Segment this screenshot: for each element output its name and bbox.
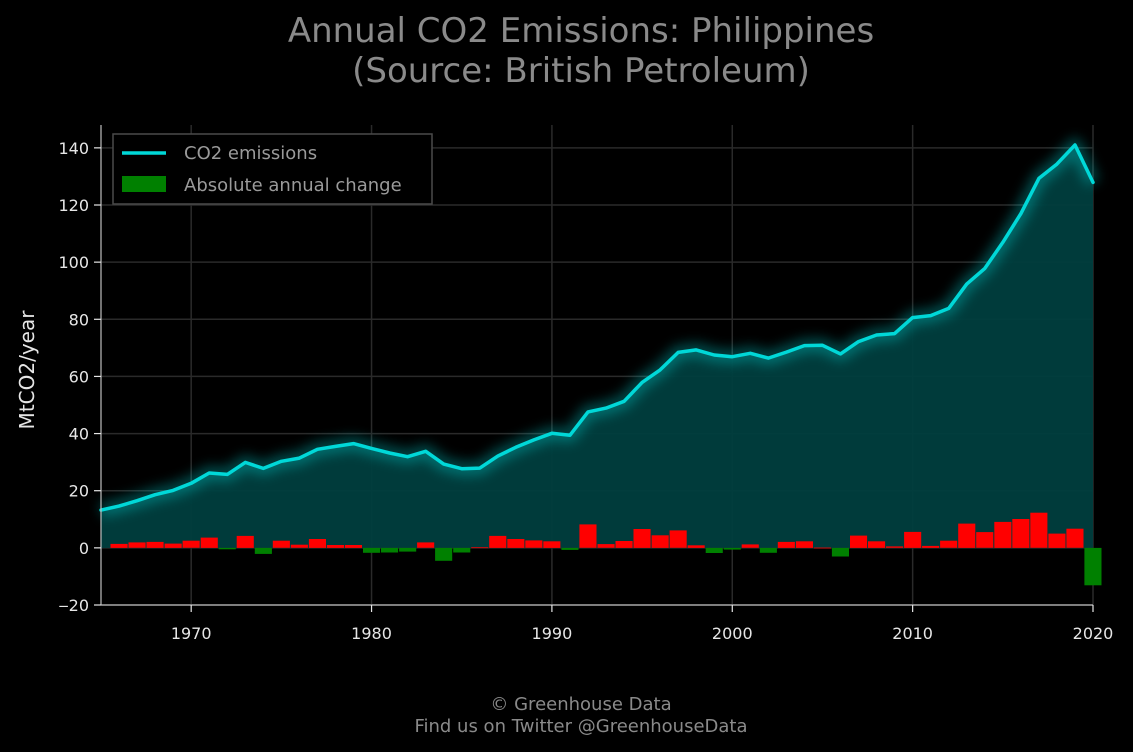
x-tick-label-2010: 2010 (892, 624, 933, 643)
change-bar-1970 (182, 540, 200, 548)
change-bar-1978 (326, 545, 344, 548)
emissions-line-group (99, 138, 1100, 517)
change-bar-2019 (1066, 528, 1084, 548)
change-bar-2007 (850, 535, 868, 548)
change-bar-2006 (831, 547, 849, 557)
y-axis-label: MtCO2/year (15, 310, 39, 430)
change-bar-1999 (705, 547, 723, 553)
chart-title: Annual CO2 Emissions: Philippines (288, 11, 874, 51)
change-bar-1996 (651, 535, 669, 548)
change-bar-2011 (922, 545, 940, 548)
legend-label-change: Absolute annual change (184, 175, 402, 196)
y-tick-label-140: 140 (58, 139, 89, 158)
change-bar-1994 (615, 541, 633, 548)
y-tick-label-20: 20 (69, 482, 89, 501)
y-tick-label-40: 40 (69, 425, 89, 444)
change-bar-1979 (344, 545, 362, 548)
change-bar-1995 (633, 529, 651, 548)
change-bar-2002 (759, 547, 777, 553)
change-bar-1988 (507, 539, 525, 548)
change-bar-1971 (200, 537, 218, 548)
change-bar-2000 (723, 547, 741, 550)
change-bar-1989 (525, 540, 543, 548)
change-bar-1969 (164, 543, 182, 548)
change-bar-1972 (218, 547, 236, 550)
change-bar-1977 (308, 539, 326, 548)
change-bar-1980 (363, 547, 381, 553)
change-bar-1990 (543, 541, 561, 548)
change-bar-1974 (254, 547, 272, 554)
y-tick-label--20: ‒20 (58, 596, 89, 615)
change-bar-1985 (453, 547, 471, 553)
change-bar-1966 (110, 543, 128, 548)
change-bar-1973 (236, 535, 254, 548)
y-tick-label-60: 60 (69, 367, 89, 386)
change-bar-1986 (471, 547, 489, 549)
change-bar-1991 (561, 547, 579, 550)
change-bar-1968 (146, 541, 164, 548)
change-bar-2018 (1048, 533, 1066, 548)
change-bar-1981 (381, 547, 399, 553)
legend-bar-swatch (122, 176, 166, 192)
change-bar-2005 (813, 547, 831, 549)
change-bar-2009 (886, 546, 904, 548)
legend-box (112, 133, 433, 205)
legend: CO2 emissions Absolute annual change (112, 133, 433, 205)
footer-copyright: © Greenhouse Data (490, 694, 671, 715)
change-bar-1992 (579, 524, 597, 548)
y-tick-label-80: 80 (69, 310, 89, 329)
y-tick-label-120: 120 (58, 196, 89, 215)
change-bar-1983 (417, 542, 435, 548)
change-bar-2008 (868, 541, 886, 548)
legend-label-co2: CO2 emissions (184, 143, 317, 164)
change-bar-1967 (128, 542, 146, 548)
change-bar-1997 (669, 530, 687, 548)
chart-subtitle: (Source: British Petroleum) (352, 51, 810, 91)
change-bar-1987 (489, 535, 507, 548)
x-tick-label-1990: 1990 (532, 624, 573, 643)
change-bar-1993 (597, 544, 615, 548)
axes: ‒20 0 20 40 60 80 100 120 140 1970 1980 1990 2000 201… (58, 125, 1113, 643)
change-bar-2001 (741, 544, 759, 548)
x-tick-label-1970: 1970 (171, 624, 212, 643)
emissions-line (99, 143, 1095, 512)
change-bar-2003 (777, 541, 795, 548)
change-bar-2015 (994, 521, 1012, 548)
change-bar-2004 (795, 541, 813, 548)
change-bar-1982 (399, 547, 417, 552)
annual-change-bars (110, 512, 1102, 586)
change-bar-1976 (290, 544, 308, 548)
change-bar-2020 (1084, 547, 1102, 586)
x-tick-label-2000: 2000 (712, 624, 753, 643)
change-bar-2017 (1030, 512, 1048, 548)
change-bar-2013 (958, 523, 976, 548)
x-tick-label-2020: 2020 (1073, 624, 1114, 643)
y-tick-label-0: 0 (79, 539, 89, 558)
change-bar-1975 (272, 540, 290, 548)
y-tick-label-100: 100 (58, 253, 89, 272)
change-bar-2012 (940, 540, 958, 548)
x-tick-label-1980: 1980 (351, 624, 392, 643)
change-bar-1984 (435, 547, 453, 561)
footer-twitter: Find us on Twitter @GreenhouseData (414, 716, 747, 737)
change-bar-1998 (687, 545, 705, 548)
change-bar-2014 (976, 532, 994, 548)
change-bar-2010 (904, 531, 922, 548)
change-bar-2016 (1012, 519, 1030, 548)
